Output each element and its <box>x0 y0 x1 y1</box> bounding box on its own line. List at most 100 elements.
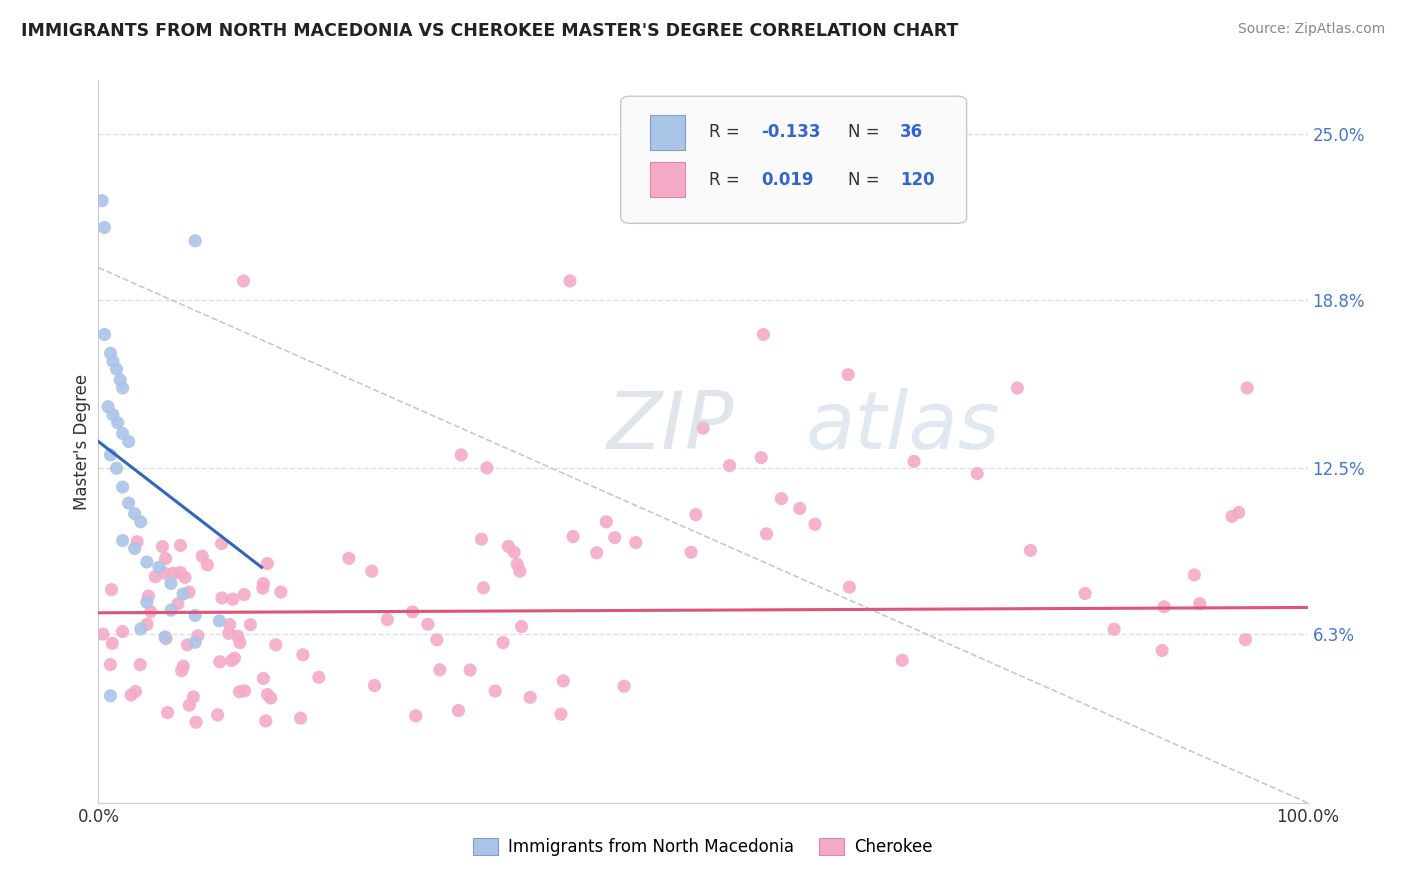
Point <box>685 508 707 522</box>
Point <box>93 327 115 342</box>
Point <box>139 605 162 619</box>
Point <box>177 585 200 599</box>
Point <box>291 648 314 662</box>
Point <box>447 704 470 718</box>
Point <box>135 595 157 609</box>
Point <box>152 540 174 554</box>
Point <box>550 707 572 722</box>
Point <box>506 557 529 571</box>
FancyBboxPatch shape <box>650 162 685 197</box>
Point <box>458 663 481 677</box>
Point <box>111 381 134 395</box>
Point <box>91 627 114 641</box>
Point <box>429 663 451 677</box>
Point <box>1102 622 1125 636</box>
Point <box>111 426 134 441</box>
Point <box>681 545 703 559</box>
Point <box>211 536 233 550</box>
Point <box>749 450 772 465</box>
Point <box>179 698 201 713</box>
Point <box>93 220 115 235</box>
Point <box>129 515 152 529</box>
Point <box>472 581 495 595</box>
Point <box>169 539 191 553</box>
Point <box>1074 586 1097 600</box>
Point <box>450 448 472 462</box>
Point <box>233 683 256 698</box>
Point <box>160 603 183 617</box>
Point <box>509 564 531 578</box>
Point <box>138 589 160 603</box>
Point <box>226 629 249 643</box>
Point <box>492 635 515 649</box>
Text: -0.133: -0.133 <box>761 123 821 141</box>
Point <box>124 541 146 556</box>
Point <box>337 551 360 566</box>
Point <box>155 632 177 646</box>
Point <box>260 690 283 705</box>
Point <box>838 580 860 594</box>
Point <box>903 454 925 468</box>
Point <box>624 535 647 549</box>
Point <box>195 558 218 572</box>
Point <box>360 564 382 578</box>
Point <box>1188 597 1211 611</box>
Point <box>207 707 229 722</box>
Point <box>162 566 184 581</box>
Point <box>562 530 585 544</box>
Point <box>100 346 122 360</box>
Point <box>184 635 207 649</box>
Point <box>111 624 134 639</box>
Point <box>184 715 207 730</box>
Point <box>160 576 183 591</box>
Point <box>503 545 526 559</box>
Text: 0.019: 0.019 <box>761 171 814 189</box>
Point <box>1152 643 1174 657</box>
Point <box>97 400 120 414</box>
Point <box>603 531 626 545</box>
Point <box>1007 381 1029 395</box>
Point <box>252 581 274 595</box>
Point <box>124 507 146 521</box>
Point <box>475 461 498 475</box>
Point <box>127 534 149 549</box>
Point <box>270 585 292 599</box>
Text: Source: ZipAtlas.com: Source: ZipAtlas.com <box>1237 22 1385 37</box>
Point <box>789 501 811 516</box>
Point <box>1234 632 1257 647</box>
Point <box>405 709 427 723</box>
Text: R =: R = <box>709 171 745 189</box>
Point <box>108 373 131 387</box>
Point <box>187 629 209 643</box>
Point <box>755 526 778 541</box>
Point <box>118 496 141 510</box>
Point <box>218 626 240 640</box>
Point <box>184 608 207 623</box>
Point <box>129 622 152 636</box>
Point <box>129 657 152 672</box>
Point <box>363 679 385 693</box>
Point <box>613 679 636 693</box>
Point <box>484 684 506 698</box>
Point <box>208 614 231 628</box>
Point <box>252 672 274 686</box>
Point <box>966 467 988 481</box>
Point <box>804 517 827 532</box>
Text: IMMIGRANTS FROM NORTH MACEDONIA VS CHEROKEE MASTER'S DEGREE CORRELATION CHART: IMMIGRANTS FROM NORTH MACEDONIA VS CHERO… <box>21 22 959 40</box>
Point <box>239 617 262 632</box>
Point <box>264 638 287 652</box>
Point <box>174 570 197 584</box>
Point <box>183 690 205 704</box>
Point <box>124 684 146 698</box>
Point <box>100 582 122 597</box>
Point <box>692 421 714 435</box>
Point <box>101 354 124 368</box>
Point <box>145 570 167 584</box>
Point <box>148 560 170 574</box>
Text: N =: N = <box>848 171 884 189</box>
Point <box>222 592 245 607</box>
Point <box>107 416 129 430</box>
Legend: Immigrants from North Macedonia, Cherokee: Immigrants from North Macedonia, Cheroke… <box>467 831 939 863</box>
Text: 36: 36 <box>900 123 924 141</box>
Point <box>136 617 159 632</box>
